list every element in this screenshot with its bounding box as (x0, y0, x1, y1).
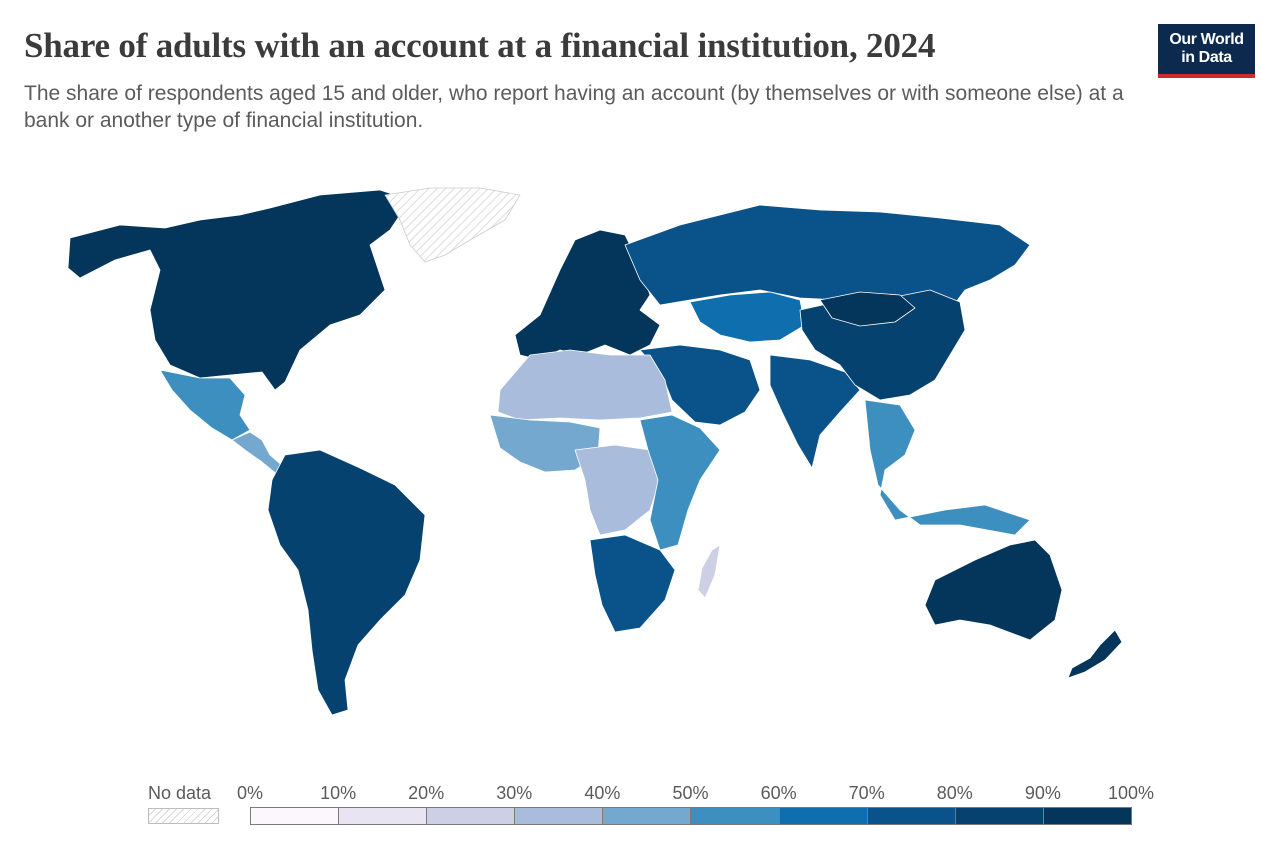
owid-logo[interactable]: Our World in Data (1158, 24, 1255, 78)
legend-tick-label: 40% (584, 783, 621, 803)
region-mexico[interactable] (159, 369, 251, 441)
legend-bin-60-70[interactable] (778, 807, 868, 825)
region-southern-africa[interactable] (589, 534, 676, 633)
legend-bin-20-30[interactable] (426, 807, 516, 825)
region-greenland[interactable] (384, 187, 521, 263)
region-australia[interactable] (924, 539, 1063, 641)
region-madagascar[interactable] (697, 544, 721, 599)
legend-bin-50-60[interactable] (690, 807, 780, 825)
legend-tick-label: 0% (236, 783, 264, 803)
region-north-africa[interactable] (497, 349, 673, 421)
region-russia[interactable] (624, 204, 1031, 311)
region-southeast-asia[interactable] (864, 399, 1031, 536)
legend-tick-label: 100% (1107, 783, 1155, 803)
region-north-america[interactable] (67, 189, 411, 391)
legend-bin-40-50[interactable] (602, 807, 692, 825)
region-east-africa[interactable] (639, 414, 721, 551)
chart-title: Share of adults with an account at a fin… (24, 26, 936, 65)
region-central-america[interactable] (231, 431, 286, 476)
region-south-america[interactable] (267, 449, 426, 716)
legend-tick-label: 20% (408, 783, 445, 803)
legend-tick-label: 70% (848, 783, 885, 803)
legend-tick-label: 30% (496, 783, 533, 803)
legend-bin-80-90[interactable] (954, 807, 1044, 825)
logo-line-2: in Data (1181, 49, 1232, 66)
chart-subtitle: The share of respondents aged 15 and old… (24, 82, 1124, 132)
legend-no-data-label: No data (148, 783, 212, 803)
legend: No data 0% 10% 20% 30% 40% 50% 60% 70% 80% 90% 100… (0, 778, 1280, 838)
legend-tick-label: 10% (320, 783, 357, 803)
world-map[interactable] (0, 150, 1280, 770)
legend-tick-label: 60% (760, 783, 797, 803)
region-new-zealand[interactable] (1067, 629, 1123, 679)
region-south-asia[interactable] (769, 354, 861, 469)
legend-bin-30-40[interactable] (514, 807, 604, 825)
region-central-africa[interactable] (574, 444, 661, 536)
region-central-asia[interactable] (689, 291, 806, 343)
legend-bin-10-20[interactable] (338, 807, 428, 825)
legend-bin-70-80[interactable] (866, 807, 956, 825)
legend-no-data-swatch[interactable] (148, 808, 219, 824)
legend-bin-0-10[interactable] (250, 807, 340, 825)
region-mongolia[interactable] (819, 291, 916, 327)
logo-line-1: Our World (1169, 31, 1244, 48)
legend-bin-90-100[interactable] (1042, 807, 1132, 825)
region-middle-east[interactable] (639, 344, 761, 426)
legend-tick-label: 80% (936, 783, 973, 803)
legend-tick-label: 90% (1024, 783, 1061, 803)
legend-tick-label: 50% (672, 783, 709, 803)
